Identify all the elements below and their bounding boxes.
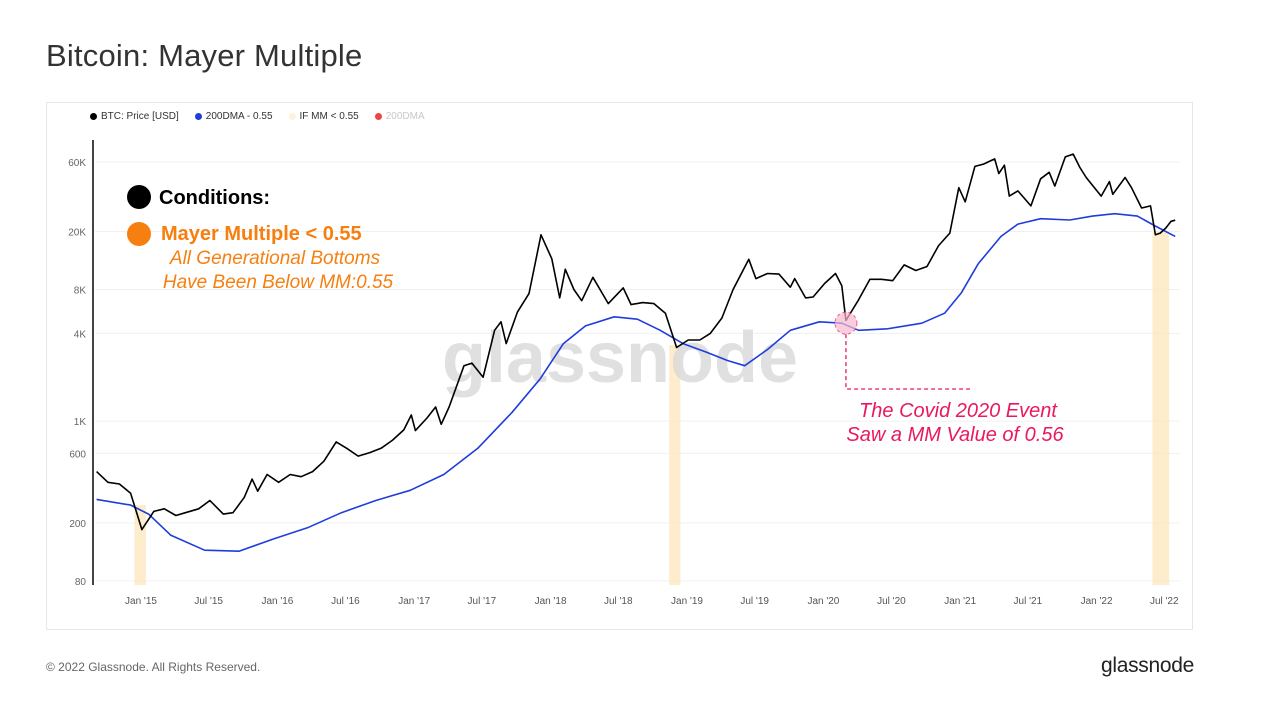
x-tick-label: Jan '17 <box>398 596 430 607</box>
y-tick-label: 4K <box>74 329 87 340</box>
x-tick-label: Jul '15 <box>194 596 223 607</box>
covid-leader-line <box>845 334 970 390</box>
x-tick-label: Jan '18 <box>535 596 567 607</box>
conditions-label: Conditions: <box>159 187 270 209</box>
x-tick-label: Jan '16 <box>261 596 293 607</box>
price-line <box>96 153 1176 531</box>
x-tick-label: Jan '20 <box>807 596 839 607</box>
bands <box>134 232 1170 585</box>
x-tick-label: Jul '17 <box>468 596 497 607</box>
legend-item-dma[interactable]: 200DMA - 0.55 <box>194 111 273 122</box>
y-tick-label: 80 <box>75 577 87 588</box>
chart-panel <box>46 102 1193 630</box>
x-tick-label: Jul '22 <box>1150 596 1179 607</box>
x-tick-label: Jan '15 <box>125 596 157 607</box>
y-axis-ticks: 60K 20K 8K 4K 1K 600 200 80 <box>68 158 86 588</box>
legend-item-band[interactable]: IF MM < 0.55 <box>288 111 359 122</box>
covid-annotation-line2: Saw a MM Value of 0.56 <box>846 424 1064 446</box>
legend-item-price[interactable]: BTC: Price [USD] <box>90 111 179 122</box>
x-tick-label: Jul '19 <box>740 596 769 607</box>
mm-below-band <box>669 345 681 585</box>
legend-label: BTC: Price [USD] <box>101 111 179 122</box>
grid <box>95 161 1180 582</box>
x-tick-label: Jan '22 <box>1081 596 1113 607</box>
chart-legend: BTC: Price [USD] 200DMA - 0.55 IF MM < 0… <box>90 111 425 122</box>
page-title: Bitcoin: Mayer Multiple <box>46 38 363 73</box>
dma-line <box>96 212 1176 552</box>
legend-label: 200DMA - 0.55 <box>205 111 273 122</box>
legend-dot-icon <box>374 113 382 120</box>
legend-label: IF MM < 0.55 <box>299 111 359 122</box>
y-tick-label: 600 <box>69 449 86 460</box>
conditions-bullet-icon <box>127 185 151 209</box>
glassnode-logo[interactable]: glassnode <box>1100 654 1194 677</box>
legend-label: 200DMA <box>385 111 425 122</box>
covid-highlight-circle <box>834 311 858 335</box>
mm-below-band <box>1152 232 1170 585</box>
legend-dot-icon <box>194 113 202 120</box>
x-tick-label: Jul '20 <box>877 596 906 607</box>
legend-item-200dma[interactable]: 200DMA <box>374 111 425 122</box>
y-tick-label: 1K <box>74 417 87 428</box>
y-tick-label: 20K <box>68 228 86 239</box>
x-axis-ticks: Jan '15 Jul '15 Jan '16 Jul '16 Jan '17 Jul '… <box>125 596 1179 607</box>
covid-annotation-line1: The Covid 2020 Event <box>859 400 1058 422</box>
bottoms-line2: Have Been Below MM:0.55 <box>163 272 394 293</box>
legend-dot-icon <box>90 113 97 120</box>
x-tick-label: Jan '21 <box>944 596 976 607</box>
covid-highlight <box>834 311 970 390</box>
y-tick-label: 8K <box>74 285 87 296</box>
x-tick-label: Jul '21 <box>1014 596 1043 607</box>
bottoms-line1: All Generational Bottoms <box>169 248 381 269</box>
legend-dot-icon <box>288 113 296 120</box>
x-tick-label: Jan '19 <box>671 596 703 607</box>
watermark: glassnode <box>442 318 798 398</box>
x-tick-label: Jul '16 <box>331 596 360 607</box>
mm-below-band <box>134 505 146 585</box>
y-tick-label: 60K <box>68 158 86 169</box>
x-tick-label: Jul '18 <box>604 596 633 607</box>
y-tick-label: 200 <box>69 519 86 530</box>
mm-condition-label: Mayer Multiple < 0.55 <box>161 223 362 245</box>
series-lines <box>96 153 1176 552</box>
mm-bullet-icon <box>127 222 151 246</box>
copyright-footer: © 2022 Glassnode. All Rights Reserved. <box>46 660 261 674</box>
